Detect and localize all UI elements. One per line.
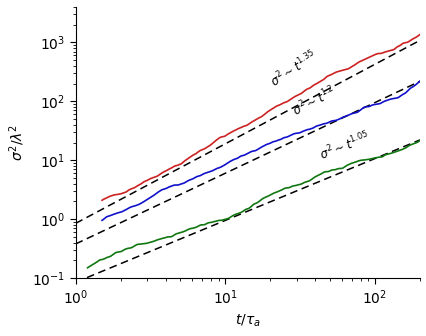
X-axis label: $t/\tau_a$: $t/\tau_a$ <box>234 313 260 329</box>
Text: $\sigma^2 \sim t^{1.2}$: $\sigma^2 \sim t^{1.2}$ <box>288 83 338 119</box>
Text: $\sigma^2 \sim t^{1.35}$: $\sigma^2 \sim t^{1.35}$ <box>267 47 320 90</box>
Y-axis label: $\sigma^2 / \lambda^2$: $\sigma^2 / \lambda^2$ <box>7 124 26 161</box>
Text: $\sigma^2 \sim t^{1.05}$: $\sigma^2 \sim t^{1.05}$ <box>317 129 372 164</box>
